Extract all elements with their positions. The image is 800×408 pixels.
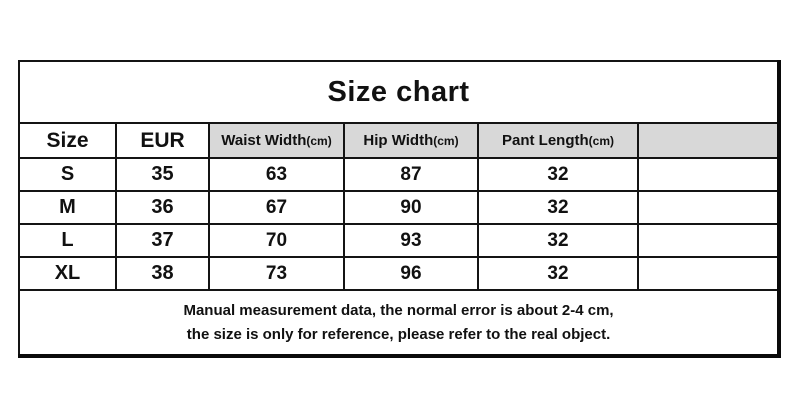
footer-row: Manual measurement data, the normal erro… (17, 289, 781, 357)
measurement-note-line2: the size is only for reference, please r… (186, 325, 611, 343)
cell-size: XL (18, 256, 117, 291)
table-row-s: S 35 63 87 32 (18, 157, 781, 192)
page-title: Size chart (17, 60, 781, 124)
table-row-l: L 37 70 93 32 (18, 223, 781, 258)
measurement-note-line1: Manual measurement data, the normal erro… (183, 301, 614, 319)
col-header-hip-width-label: Hip Width (363, 132, 434, 149)
cell-waist: 73 (208, 256, 345, 291)
col-header-empty (636, 122, 781, 159)
cell-eur: 38 (115, 256, 210, 291)
cell-size: M (18, 190, 117, 225)
cell-waist: 67 (208, 190, 345, 225)
cell-pant: 32 (477, 223, 639, 258)
cell-size: S (18, 157, 117, 192)
cell-size: L (18, 223, 117, 258)
table-row-m: M 36 67 90 32 (18, 190, 781, 225)
col-header-pant-length-label: Pant Length (501, 132, 589, 149)
cell-hip: 87 (343, 157, 479, 192)
col-header-pant-length-unit: (cm) (588, 134, 614, 148)
cell-eur: 37 (115, 223, 210, 258)
col-header-waist-width-label: Waist Width (221, 132, 307, 149)
cell-hip: 96 (343, 256, 479, 291)
cell-pant: 32 (477, 190, 639, 225)
cell-pant: 32 (477, 256, 639, 291)
col-header-size: Size (18, 122, 117, 159)
cell-empty (636, 157, 781, 192)
col-header-eur: EUR (115, 122, 210, 159)
size-chart-table: Size chart Size EUR Waist Width(cm) Hip … (17, 60, 782, 358)
cell-empty (636, 256, 781, 291)
title-row: Size chart (17, 60, 781, 124)
cell-waist: 70 (208, 223, 345, 258)
cell-eur: 36 (115, 190, 210, 225)
cell-hip: 93 (343, 223, 479, 258)
measurement-note: Manual measurement data, the normal erro… (17, 289, 781, 357)
col-header-pant-length: Pant Length(cm) (477, 122, 639, 159)
col-header-waist-width-unit: (cm) (306, 134, 332, 148)
header-row: Size EUR Waist Width(cm) Hip Width(cm) P… (18, 122, 781, 159)
cell-empty (636, 190, 781, 225)
col-header-waist-width: Waist Width(cm) (208, 122, 345, 159)
col-header-hip-width-unit: (cm) (433, 134, 459, 148)
col-header-hip-width: Hip Width(cm) (343, 122, 479, 159)
cell-pant: 32 (477, 157, 639, 192)
table-row-xl: XL 38 73 96 32 (18, 256, 781, 291)
cell-empty (636, 223, 781, 258)
cell-hip: 90 (343, 190, 479, 225)
cell-waist: 63 (208, 157, 345, 192)
cell-eur: 35 (115, 157, 210, 192)
